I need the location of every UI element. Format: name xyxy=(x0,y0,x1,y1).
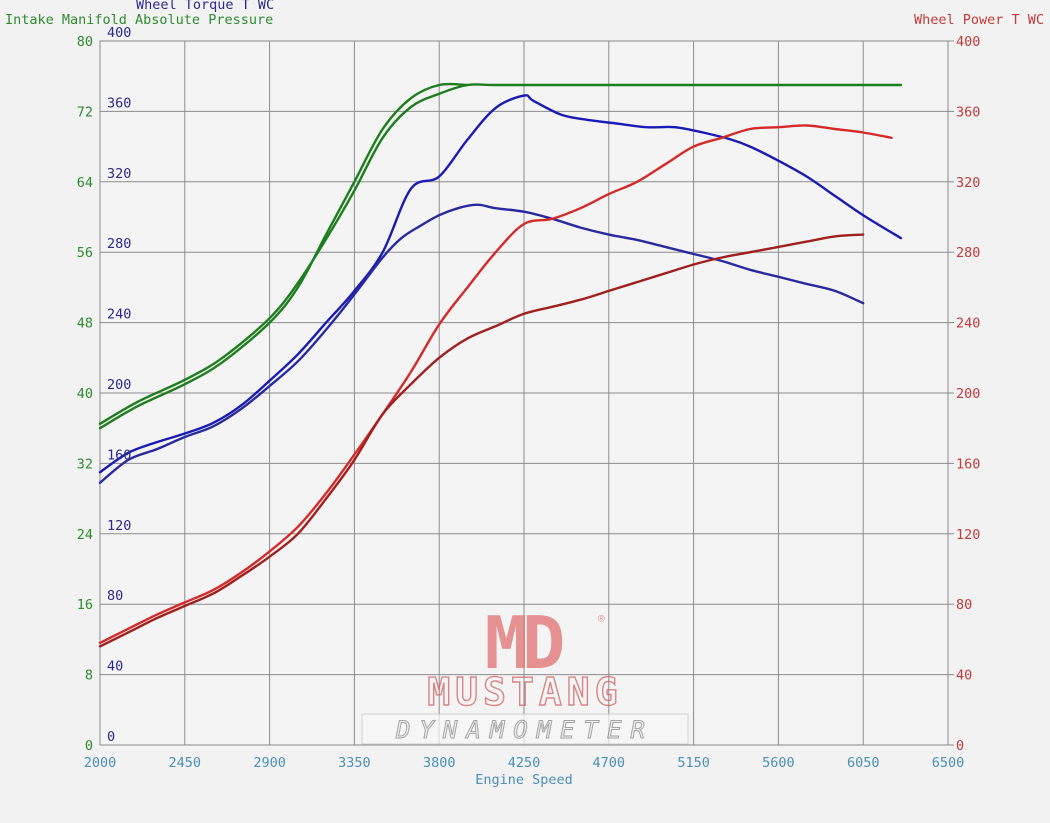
map-tick-label: 48 xyxy=(77,316,93,332)
map-tick-label: 24 xyxy=(77,527,93,543)
power-tick-label: 200 xyxy=(956,386,980,402)
watermark-mustang: MUSTANG xyxy=(427,670,622,714)
map-tick-label: 64 xyxy=(77,175,93,191)
torque-tick-label: 400 xyxy=(107,25,131,41)
map-tick-label: 56 xyxy=(77,245,93,261)
torque-tick-label: 200 xyxy=(107,377,131,393)
watermark-dynamometer: DYNAMOMETER xyxy=(395,716,654,744)
map-tick-label: 80 xyxy=(77,34,93,50)
torque-tick-label: 0 xyxy=(107,729,115,745)
torque-tick-label: 40 xyxy=(107,659,123,675)
power-axis-title: Wheel Power T WC xyxy=(914,12,1044,28)
map-tick-label: 0 xyxy=(85,738,93,754)
x-tick-label: 2000 xyxy=(84,755,117,771)
torque-tick-label: 360 xyxy=(107,95,131,111)
manifold-pressure-series-line-1 xyxy=(98,83,903,425)
power-tick-label: 280 xyxy=(956,245,980,261)
power-tick-label: 40 xyxy=(956,668,972,684)
x-tick-label: 6500 xyxy=(932,755,965,771)
power-tick-label: 160 xyxy=(956,456,980,472)
x-tick-label: 4250 xyxy=(508,755,541,771)
power-tick-label: 120 xyxy=(956,527,980,543)
torque-tick-label: 120 xyxy=(107,518,131,534)
map-tick-label: 40 xyxy=(77,386,93,402)
torque-tick-label: 240 xyxy=(107,307,131,323)
power-tick-label: 240 xyxy=(956,316,980,332)
x-tick-label: 2900 xyxy=(253,755,286,771)
x-tick-label: 3350 xyxy=(338,755,371,771)
map-tick-label: 32 xyxy=(77,456,93,472)
torque-tick-label: 280 xyxy=(107,236,131,252)
torque-axis-title: Wheel Torque T WC xyxy=(136,0,274,13)
x-axis-title: Engine Speed xyxy=(475,772,573,788)
mustang-dynamometer-watermark: MD ® MUSTANG DYNAMOMETER xyxy=(361,601,689,745)
map-tick-label: 8 xyxy=(85,668,93,684)
axis-ticks: 2000 2450 2900 3350 3800 4250 4700 5150 5600 6050… xyxy=(77,25,981,771)
x-tick-label: 4700 xyxy=(593,755,626,771)
x-tick-label: 2450 xyxy=(169,755,202,771)
torque-tick-label: 160 xyxy=(107,447,131,463)
x-tick-label: 6050 xyxy=(847,755,880,771)
torque-tick-label: 80 xyxy=(107,588,123,604)
x-tick-label: 3800 xyxy=(423,755,456,771)
x-tick-label: 5600 xyxy=(762,755,795,771)
power-tick-label: 80 xyxy=(956,597,972,613)
map-tick-label: 16 xyxy=(77,597,93,613)
power-tick-label: 360 xyxy=(956,104,980,120)
watermark-registered: ® xyxy=(598,612,605,625)
power-series-line-6 xyxy=(98,233,865,648)
map-axis-title: Intake Manifold Absolute Pressure xyxy=(5,12,273,28)
power-tick-label: 0 xyxy=(956,738,964,754)
power-tick-label: 400 xyxy=(956,34,980,50)
torque-series-line-4 xyxy=(98,203,865,484)
manifold-pressure-series-line-2 xyxy=(98,82,469,430)
map-tick-label: 72 xyxy=(77,104,93,120)
power-series-line-5 xyxy=(98,124,893,645)
power-tick-label: 320 xyxy=(956,175,980,191)
x-tick-label: 5150 xyxy=(677,755,710,771)
torque-series-line-3 xyxy=(98,94,903,474)
torque-tick-label: 320 xyxy=(107,166,131,182)
watermark-logo: MD xyxy=(485,601,563,685)
watermark-band xyxy=(361,713,689,745)
series-layer xyxy=(98,82,903,648)
grid xyxy=(100,41,948,745)
